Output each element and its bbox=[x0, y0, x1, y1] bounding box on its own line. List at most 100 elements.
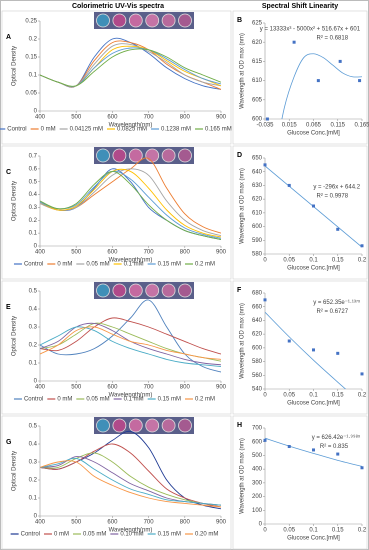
x-tick-label: 500 bbox=[71, 520, 82, 526]
vial-well bbox=[145, 13, 160, 28]
y-tick-label: 0.5 bbox=[29, 424, 38, 430]
data-point bbox=[358, 79, 362, 83]
legend-label: 0.05 mM bbox=[86, 397, 109, 403]
panel-label: H bbox=[237, 422, 242, 429]
panel-border bbox=[1, 10, 232, 145]
spectrum-line bbox=[40, 322, 221, 366]
spectrum-line bbox=[40, 47, 221, 87]
y-tick-label: 680 bbox=[252, 291, 263, 297]
data-point bbox=[336, 227, 340, 231]
spectrum-line bbox=[40, 168, 221, 237]
legend-label: 0.10 mM bbox=[120, 532, 143, 538]
data-point bbox=[360, 466, 364, 470]
data-point bbox=[336, 452, 340, 456]
legend-item: 0.05 mM bbox=[72, 532, 106, 538]
y-tick-label: 0.5 bbox=[29, 289, 38, 295]
spectrum-line bbox=[40, 299, 221, 373]
vial-well bbox=[161, 418, 176, 433]
y-tick-label: 0.1 bbox=[29, 496, 38, 502]
x-tick-label: 0.15 bbox=[332, 528, 344, 534]
spectrum-line bbox=[40, 48, 221, 87]
y-tick-label: 0.4 bbox=[29, 192, 38, 198]
legend-label: 0.0825 mM bbox=[117, 127, 147, 133]
y-tick-label: 500 bbox=[252, 453, 263, 459]
data-point bbox=[360, 372, 364, 376]
legend-item: 0.05 mM bbox=[76, 262, 110, 268]
vial-well bbox=[96, 283, 110, 298]
x-tick-label: 0.05 bbox=[283, 258, 295, 264]
panel-border bbox=[1, 280, 232, 415]
panel-border bbox=[232, 145, 368, 280]
legend-label: 0.1238 mM bbox=[161, 127, 191, 133]
x-axis-label: Glucose Conc.[mM] bbox=[287, 131, 340, 137]
legend-item: 0 mM bbox=[47, 397, 72, 403]
y-tick-label: 605 bbox=[252, 97, 263, 103]
panel-border bbox=[232, 280, 368, 415]
r-squared: R² = 0.835 bbox=[320, 444, 349, 450]
equation: y = -296x + 644.2 bbox=[313, 184, 360, 190]
y-axis-label: Wavelength at OD max (nm) bbox=[240, 438, 246, 514]
x-tick-label: 0.115 bbox=[330, 123, 345, 129]
y-tick-label: 100 bbox=[252, 508, 263, 514]
y-tick-label: 0.6 bbox=[29, 166, 38, 172]
y-tick-label: 0.3 bbox=[29, 205, 38, 211]
legend-label: 0.15 mM bbox=[158, 262, 181, 268]
x-axis-label: Glucose Conc.[mM] bbox=[287, 266, 340, 272]
r-squared: R² = 0.6727 bbox=[317, 309, 349, 315]
y-tick-label: 0.1 bbox=[29, 231, 38, 237]
x-tick-label: 0.1 bbox=[309, 528, 318, 534]
spectrum-line bbox=[40, 170, 221, 241]
vial-well bbox=[112, 283, 127, 298]
x-tick-label: 700 bbox=[144, 520, 155, 526]
panel-border bbox=[232, 10, 368, 145]
x-tick-label: 500 bbox=[71, 250, 82, 256]
x-tick-label: 900 bbox=[216, 520, 227, 526]
panel-label: F bbox=[237, 287, 242, 294]
data-point bbox=[287, 445, 291, 449]
x-tick-label: 500 bbox=[71, 115, 82, 121]
legend-label: 0.05 mM bbox=[86, 262, 109, 268]
x-tick-label: 0.1 bbox=[309, 393, 318, 399]
data-point bbox=[263, 163, 267, 167]
vial-well bbox=[96, 148, 110, 163]
y-tick-label: 0.2 bbox=[29, 218, 38, 224]
y-tick-label: 300 bbox=[252, 480, 263, 486]
x-tick-label: 400 bbox=[35, 250, 46, 256]
vial-well bbox=[145, 148, 160, 163]
spectrum-line bbox=[40, 457, 221, 506]
data-point bbox=[287, 339, 291, 343]
x-tick-label: 800 bbox=[180, 250, 191, 256]
r-squared: R² = 0.6818 bbox=[317, 35, 349, 41]
legend-label: Control bbox=[24, 397, 43, 403]
y-tick-label: 620 bbox=[252, 332, 263, 338]
y-tick-label: 0.2 bbox=[29, 478, 38, 484]
x-tick-label: 0 bbox=[263, 528, 267, 534]
legend-item: Control bbox=[0, 127, 27, 133]
x-axis-label: Wavelength(nm) bbox=[109, 528, 153, 534]
legend-item: 0 mM bbox=[43, 532, 69, 538]
x-tick-label: 400 bbox=[35, 520, 46, 526]
legend-item: Control bbox=[13, 262, 43, 268]
x-tick-label: 0.05 bbox=[283, 528, 295, 534]
legend-item: 0.2 mM bbox=[185, 262, 215, 268]
panel-border bbox=[1, 415, 232, 550]
legend-item: 0.15 mM bbox=[147, 262, 181, 268]
legend-item: 0.165 mM bbox=[195, 127, 232, 133]
x-tick-label: 700 bbox=[144, 115, 155, 121]
vial-well bbox=[128, 148, 143, 163]
y-axis-label: Optical Density bbox=[12, 46, 18, 86]
x-tick-label: -0.035 bbox=[256, 123, 274, 129]
y-tick-label: 560 bbox=[252, 373, 263, 379]
y-tick-label: 600 bbox=[252, 345, 263, 351]
y-tick-label: 650 bbox=[252, 156, 263, 162]
y-tick-label: 600 bbox=[252, 439, 263, 445]
y-tick-label: 0 bbox=[34, 379, 38, 385]
legend-label: 0.2 mM bbox=[195, 262, 215, 268]
y-tick-label: 640 bbox=[252, 169, 263, 175]
x-tick-label: 0.15 bbox=[332, 393, 344, 399]
r-squared: R² = 0.9978 bbox=[317, 193, 349, 199]
y-tick-label: 0.1 bbox=[29, 73, 38, 79]
y-tick-label: 0.2 bbox=[29, 343, 38, 349]
equation: y = 13333x³ - 5000x² + 516.67x + 601 bbox=[260, 26, 361, 32]
legend-item: 0.1 mM bbox=[113, 397, 144, 403]
